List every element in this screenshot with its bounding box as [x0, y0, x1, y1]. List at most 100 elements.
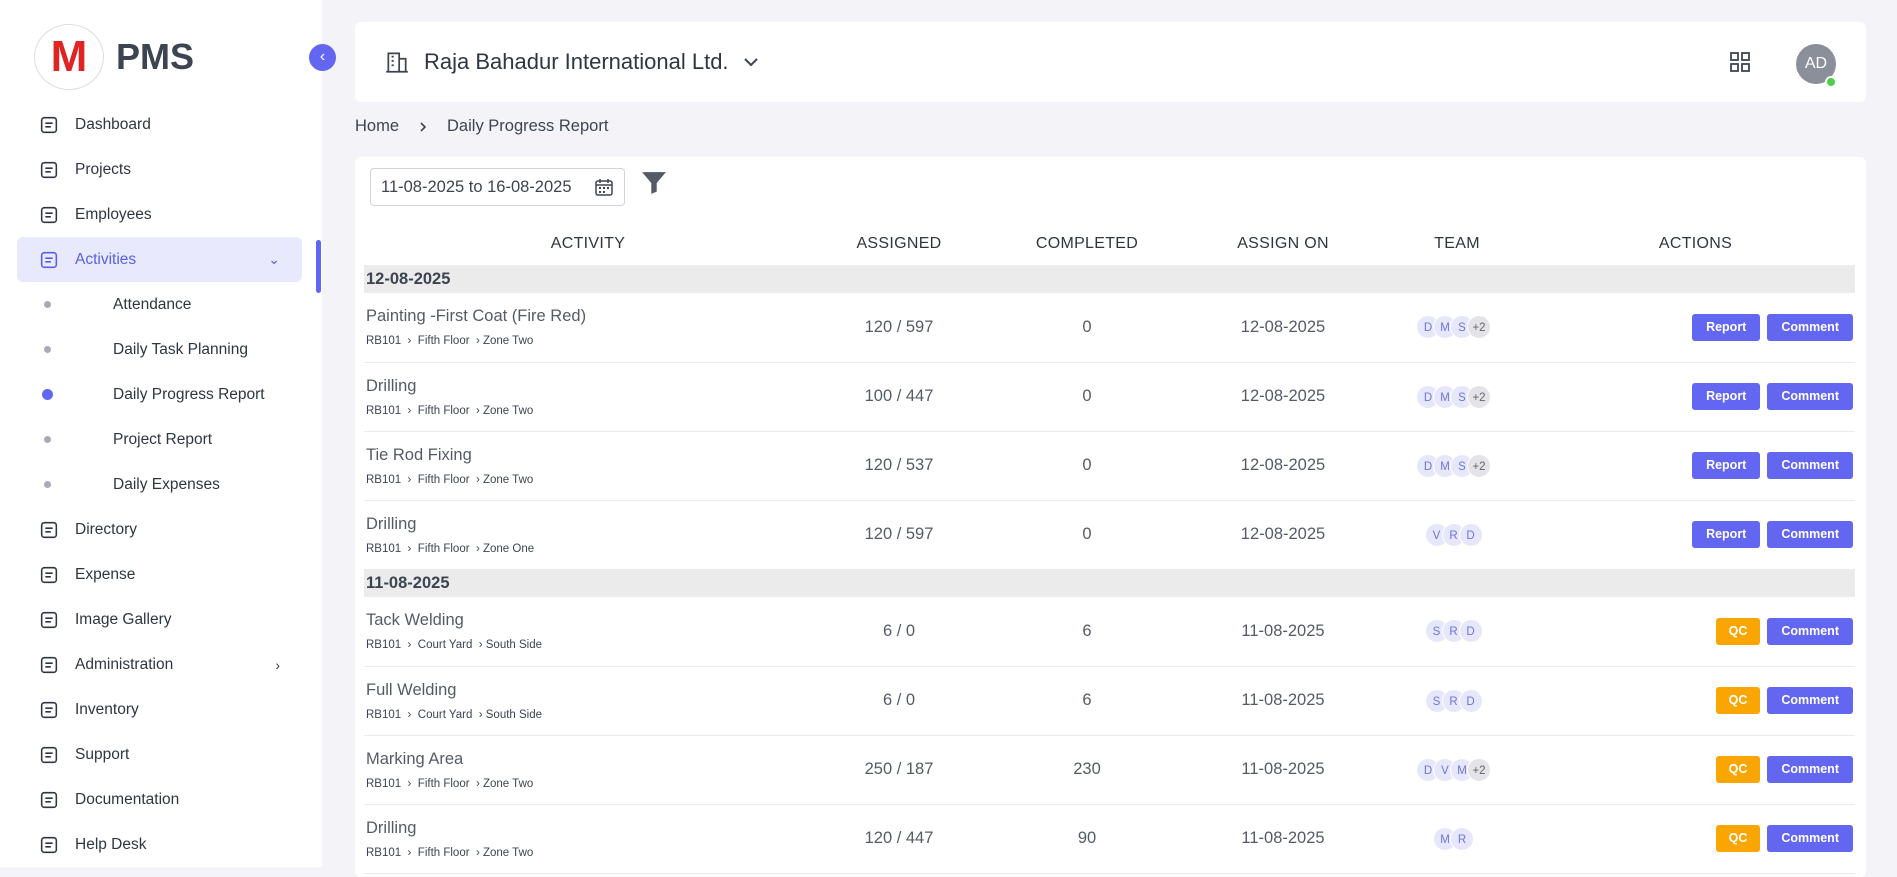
- nav-label: Help Desk: [75, 836, 147, 854]
- report-table: ACTIVITYASSIGNEDCOMPLETEDASSIGN ONTEAMAC…: [364, 223, 1855, 874]
- assigned: 120 / 597: [812, 500, 986, 569]
- action-button[interactable]: QC: [1716, 756, 1761, 783]
- action-button[interactable]: Comment: [1767, 314, 1853, 341]
- nav-item[interactable]: Administration›: [17, 642, 302, 687]
- action-button[interactable]: Report: [1692, 521, 1760, 548]
- breadcrumb-link[interactable]: Home: [355, 117, 399, 136]
- nav-item[interactable]: Documentation: [17, 777, 302, 822]
- path-part: Zone One: [483, 543, 534, 555]
- group-date: 12-08-2025: [364, 265, 1855, 293]
- action-button[interactable]: Comment: [1767, 383, 1853, 410]
- actions-cell: Report Comment: [1536, 431, 1855, 500]
- nav-item[interactable]: Help Desk: [17, 822, 302, 867]
- assigned: 250 / 187: [812, 735, 986, 804]
- path-separator: ›: [401, 778, 418, 790]
- action-button[interactable]: Comment: [1767, 618, 1853, 645]
- nav-item[interactable]: Employees: [17, 192, 302, 237]
- company-name[interactable]: Raja Bahadur International Ltd.: [424, 49, 729, 75]
- calendar-icon: [594, 177, 614, 197]
- team-member[interactable]: +2: [1467, 385, 1491, 409]
- column-header: COMPLETED: [986, 223, 1188, 265]
- team-member[interactable]: D: [1459, 619, 1483, 643]
- nav-subitem[interactable]: Daily Task Planning: [17, 327, 302, 372]
- path-part: RB101: [366, 474, 401, 486]
- action-button[interactable]: Comment: [1767, 756, 1853, 783]
- collapse-button[interactable]: ‹: [309, 44, 336, 71]
- team: MR: [1440, 827, 1474, 851]
- team-member[interactable]: +2: [1467, 454, 1491, 478]
- group-row: 12-08-2025: [364, 265, 1855, 293]
- nav-dot: [42, 389, 53, 400]
- team: DMS+2: [1423, 315, 1491, 339]
- action-button[interactable]: Report: [1692, 452, 1760, 479]
- date-range-text: 11-08-2025 to 16-08-2025: [381, 178, 572, 197]
- path-separator: ›: [470, 778, 483, 790]
- completed: 6: [986, 597, 1188, 666]
- nav-subitem[interactable]: Daily Progress Report: [17, 372, 302, 417]
- action-button[interactable]: Report: [1692, 383, 1760, 410]
- brand-name: PMS: [116, 36, 194, 78]
- nav-item[interactable]: Expense: [17, 552, 302, 597]
- path-part: South Side: [486, 639, 542, 651]
- nav-item[interactable]: Projects: [17, 147, 302, 192]
- team-member[interactable]: D: [1459, 523, 1483, 547]
- completed: 230: [986, 735, 1188, 804]
- team-member[interactable]: R: [1450, 827, 1474, 851]
- activity-row: DrillingRB101 › Fifth Floor › Zone Two10…: [364, 362, 1855, 431]
- activity-cell: Marking AreaRB101 › Fifth Floor › Zone T…: [364, 735, 812, 804]
- path-separator: ›: [470, 474, 483, 486]
- actions-cell: QCComment: [1536, 666, 1855, 735]
- company-dropdown[interactable]: [739, 50, 763, 74]
- path-part: Fifth Floor: [418, 543, 470, 555]
- action-button[interactable]: Report: [1692, 314, 1760, 341]
- action-button[interactable]: Comment: [1767, 452, 1853, 479]
- nav-item[interactable]: Support: [17, 732, 302, 777]
- column-header: ASSIGNED: [812, 223, 986, 265]
- nav-subitem[interactable]: Project Report: [17, 417, 302, 462]
- team-member[interactable]: D: [1459, 689, 1483, 713]
- nav-label: Image Gallery: [75, 611, 171, 629]
- action-button[interactable]: QC: [1716, 825, 1761, 852]
- team-member[interactable]: +2: [1467, 758, 1491, 782]
- nav-subitem[interactable]: Daily Expenses: [17, 462, 302, 507]
- team: DMS+2: [1423, 454, 1491, 478]
- assigned: 100 / 447: [812, 362, 986, 431]
- action-button[interactable]: Comment: [1767, 521, 1853, 548]
- assigned: 120 / 447: [812, 804, 986, 873]
- action-button[interactable]: Comment: [1767, 825, 1853, 852]
- team-cell: VRD: [1378, 500, 1536, 569]
- nav-item[interactable]: Image Gallery: [17, 597, 302, 642]
- nav-sublabel: Attendance: [113, 296, 191, 314]
- team-cell: SRD: [1378, 666, 1536, 735]
- activity-name: Tie Rod Fixing: [366, 446, 811, 465]
- brand[interactable]: M PMS: [34, 24, 194, 90]
- activity-path: RB101 › Fifth Floor › Zone One: [366, 543, 811, 555]
- path-part: Zone Two: [483, 847, 533, 859]
- team: SRD: [1432, 619, 1483, 643]
- team-member[interactable]: +2: [1467, 315, 1491, 339]
- action-button[interactable]: Comment: [1767, 687, 1853, 714]
- activity-path: RB101 › Fifth Floor › Zone Two: [366, 335, 811, 347]
- nav-item[interactable]: Directory: [17, 507, 302, 552]
- actions-cell: Report Comment: [1536, 362, 1855, 431]
- action-button[interactable]: QC: [1716, 687, 1761, 714]
- filter-button[interactable]: [641, 171, 667, 195]
- activity-cell: DrillingRB101 › Fifth Floor › Zone Two: [364, 362, 812, 431]
- path-part: Fifth Floor: [418, 474, 470, 486]
- path-part: South Side: [486, 709, 542, 721]
- activity-row: Full WeldingRB101 › Court Yard › South S…: [364, 666, 1855, 735]
- nav-icon: [38, 789, 60, 811]
- nav-subitem[interactable]: Attendance: [17, 282, 302, 327]
- breadcrumb: Home Daily Progress Report: [355, 117, 608, 136]
- nav-item[interactable]: Dashboard: [17, 102, 302, 147]
- actions-cell: QCComment: [1536, 597, 1855, 666]
- nav-item[interactable]: Activities⌄: [17, 237, 302, 282]
- assigned: 120 / 597: [812, 293, 986, 362]
- nav-item[interactable]: Inventory: [17, 687, 302, 732]
- nav-icon: [38, 744, 60, 766]
- apps-icon[interactable]: [1728, 50, 1752, 74]
- action-button[interactable]: QC: [1716, 618, 1761, 645]
- activity-name: Drilling: [366, 515, 811, 534]
- assign-on: 12-08-2025: [1188, 362, 1378, 431]
- date-range-input[interactable]: 11-08-2025 to 16-08-2025: [370, 168, 625, 206]
